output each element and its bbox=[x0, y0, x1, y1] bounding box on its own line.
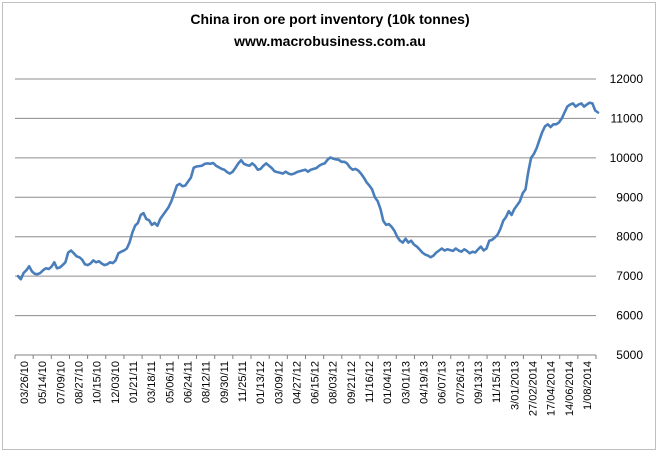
x-tick-label: 07/09/10 bbox=[55, 361, 67, 404]
y-tick-label: 10000 bbox=[610, 151, 644, 165]
y-tick-label: 8000 bbox=[616, 230, 643, 244]
x-tick-label: 07/26/13 bbox=[455, 361, 467, 404]
y-tick-label: 9000 bbox=[616, 190, 643, 204]
x-tick-label: 12/03/10 bbox=[110, 361, 122, 404]
x-tick-label: 05/14/10 bbox=[37, 361, 49, 404]
y-tick-label: 12000 bbox=[610, 72, 644, 86]
y-tick-label: 7000 bbox=[616, 269, 643, 283]
x-tick-label: 05/06/11 bbox=[164, 361, 176, 403]
x-tick-label: 09/13/13 bbox=[473, 361, 485, 404]
y-tick-label: 5000 bbox=[616, 348, 643, 362]
x-tick-label: 04/19/13 bbox=[419, 361, 431, 404]
x-tick-label: 01/04/13 bbox=[382, 361, 394, 404]
series-group bbox=[16, 101, 600, 281]
x-tick-label: 11/15/13 bbox=[491, 361, 503, 403]
x-tick-label: 03/09/12 bbox=[273, 361, 285, 404]
x-tick-label: 08/12/11 bbox=[201, 361, 213, 403]
y-axis-tick-labels: 5000 6000 7000 8000 9000 10000 11000 12000 bbox=[610, 72, 644, 362]
x-tick-label: 09/30/11 bbox=[219, 361, 231, 403]
x-tick-label: 06/15/12 bbox=[310, 361, 322, 404]
x-tick-label: 1/08/2014 bbox=[582, 361, 594, 410]
x-tick-label: 04/27/12 bbox=[291, 361, 303, 404]
x-tick-label: 01/13/12 bbox=[255, 361, 267, 404]
x-tick-label: 11/16/12 bbox=[364, 361, 376, 403]
x-tick-label: 03/01/13 bbox=[400, 361, 412, 404]
x-tick-label: 01/21/11 bbox=[128, 361, 140, 403]
x-tick-label: 14/06/2014 bbox=[564, 361, 576, 416]
chart-title: China iron ore port inventory (10k tonne… bbox=[190, 11, 470, 27]
x-tick-label: 03/18/11 bbox=[146, 361, 158, 403]
chart-subtitle: www.macrobusiness.com.au bbox=[234, 33, 426, 49]
x-tick-label: 09/21/12 bbox=[346, 361, 358, 404]
x-tick-label: 03/26/10 bbox=[19, 361, 31, 404]
x-tick-label: 17/04/2014 bbox=[546, 361, 558, 416]
gridlines bbox=[15, 78, 596, 356]
x-tick-label: 27/02/2014 bbox=[527, 361, 539, 416]
x-tick-label: 08/27/10 bbox=[74, 361, 86, 404]
x-tick-label: 11/25/11 bbox=[237, 361, 249, 402]
chart-frame bbox=[2, 2, 656, 450]
series-line-0 bbox=[16, 101, 600, 281]
x-tick-label: 3/01/2013 bbox=[509, 361, 521, 410]
x-tick-label: 06/07/13 bbox=[437, 361, 449, 404]
x-tick-label: 06/24/11 bbox=[182, 361, 194, 403]
y-tick-label: 6000 bbox=[616, 309, 643, 323]
x-tick-label: 08/03/12 bbox=[328, 361, 340, 404]
x-axis: 03/26/10 05/14/10 07/09/10 08/27/10 10/15/10… bbox=[14, 355, 597, 416]
x-tick-label: 10/15/10 bbox=[92, 361, 104, 404]
y-tick-label: 11000 bbox=[611, 111, 644, 125]
